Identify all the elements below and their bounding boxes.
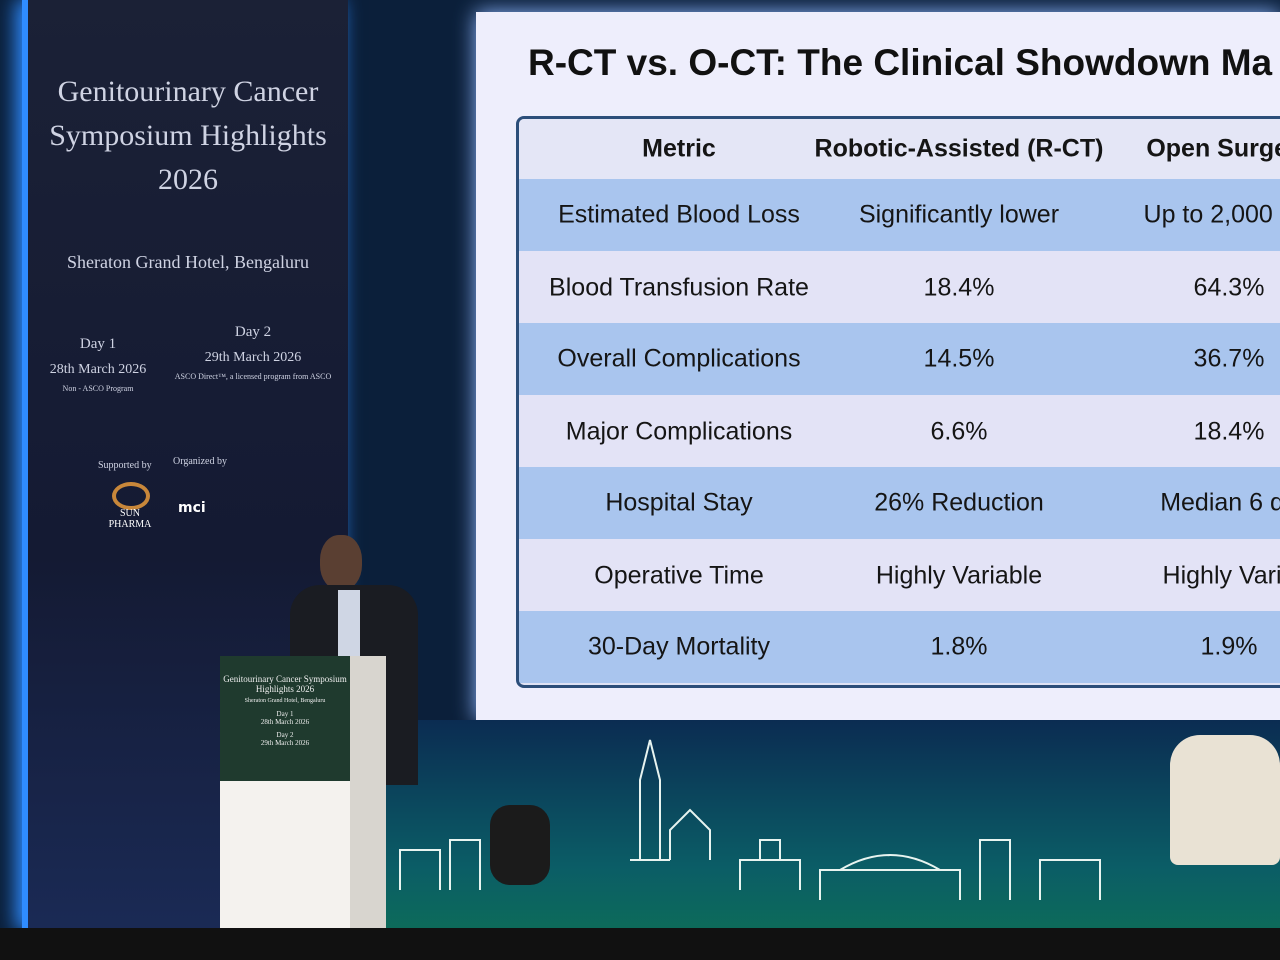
slide-title: R-CT vs. O-CT: The Clinical Showdown Ma [528, 42, 1273, 83]
date: 28th March 2026 [49, 362, 147, 377]
cell: 6.6% [930, 417, 988, 446]
stage-backdrop [340, 720, 1280, 930]
banner-title: Genitourinary Cancer Symposium Highlight… [49, 75, 327, 196]
header-cell: Robotic-Assisted (R-CT) [814, 134, 1104, 163]
sponsor: SUN PHARMA [108, 508, 152, 530]
podium-title: Genitourinary Cancer Symposium Highlight… [223, 674, 347, 694]
banner-venue: Sheraton Grand Hotel, Bengaluru [67, 252, 309, 272]
skyline [399, 739, 1101, 900]
logo [112, 482, 150, 510]
table-row: Operative Time Highly Variable Highly Vari… [519, 539, 1280, 613]
cell: Estimated Blood Loss [558, 200, 800, 229]
date: 29th March 2026 [204, 350, 302, 365]
header-cell: Metric [642, 134, 716, 163]
note: Non - ASCO Program [62, 384, 134, 393]
cell: Operative Time [594, 561, 764, 590]
header-row: Metric Robotic-Assisted (R-CT) Open Surger… [519, 119, 1280, 179]
cell: Blood Transfusion Rate [549, 273, 809, 302]
table: Metric Robotic-Assisted (R-CT) Open Surger… [516, 116, 1280, 688]
chair [1170, 735, 1280, 865]
cell: Significantly lower [858, 200, 1060, 229]
stage-light [490, 805, 550, 885]
cell: 18.4% [1193, 417, 1265, 446]
cell: Up to 2,000 mL [1143, 200, 1280, 229]
cell: 1.9% [1200, 632, 1258, 661]
cell: Highly Variable [875, 561, 1043, 590]
cell: 36.7% [1193, 344, 1265, 373]
day: Day 2 [234, 324, 272, 340]
cell: 26% Reduction [874, 488, 1044, 517]
header-cell: Open Surgery [1146, 134, 1280, 163]
cell: Overall Complications [557, 344, 801, 373]
cell: 18.4% [923, 273, 995, 302]
cell: Highly Varia [1162, 561, 1280, 590]
day: Day 1 [276, 710, 294, 718]
podium-panel: Genitourinary Cancer Symposium Highlight… [220, 656, 350, 781]
floor [0, 928, 1280, 960]
cell: 1.8% [930, 632, 988, 661]
note: ASCO Direct™, a licensed program from AS… [174, 372, 332, 381]
table-row: Major Complications 6.6% 18.4% [519, 395, 1280, 469]
podium: Genitourinary Cancer Symposium Highlight… [220, 656, 386, 936]
date: 29th March 2026 [260, 739, 310, 747]
label: Supported by [98, 460, 152, 471]
cell: Hospital Stay [605, 488, 753, 517]
slide: R-CT vs. O-CT: The Clinical Showdown Ma … [476, 12, 1280, 720]
organizer: mci [178, 500, 206, 516]
cell: 64.3% [1193, 273, 1265, 302]
table-row: Blood Transfusion Rate 18.4% 64.3% [519, 251, 1280, 325]
table-row: Hospital Stay 26% Reduction Median 6 da [519, 467, 1280, 539]
table-row: Overall Complications 14.5% 36.7% [519, 323, 1280, 395]
cell: Median 6 da [1160, 488, 1280, 517]
table-row: 30-Day Mortality 1.8% 1.9% [519, 611, 1280, 683]
day: Day 2 [276, 731, 294, 739]
podium-venue: Sheraton Grand Hotel, Bengaluru [244, 698, 326, 704]
cell: Major Complications [565, 417, 793, 446]
banner: Genitourinary Cancer Symposium Highlight… [22, 0, 348, 930]
table-row: Estimated Blood Loss Significantly lower U… [519, 179, 1280, 251]
date: 28th March 2026 [260, 718, 310, 726]
label: Organized by [173, 456, 227, 467]
cell: 30-Day Mortality [588, 632, 770, 661]
day: Day 1 [79, 336, 117, 352]
cell: 14.5% [923, 344, 995, 373]
